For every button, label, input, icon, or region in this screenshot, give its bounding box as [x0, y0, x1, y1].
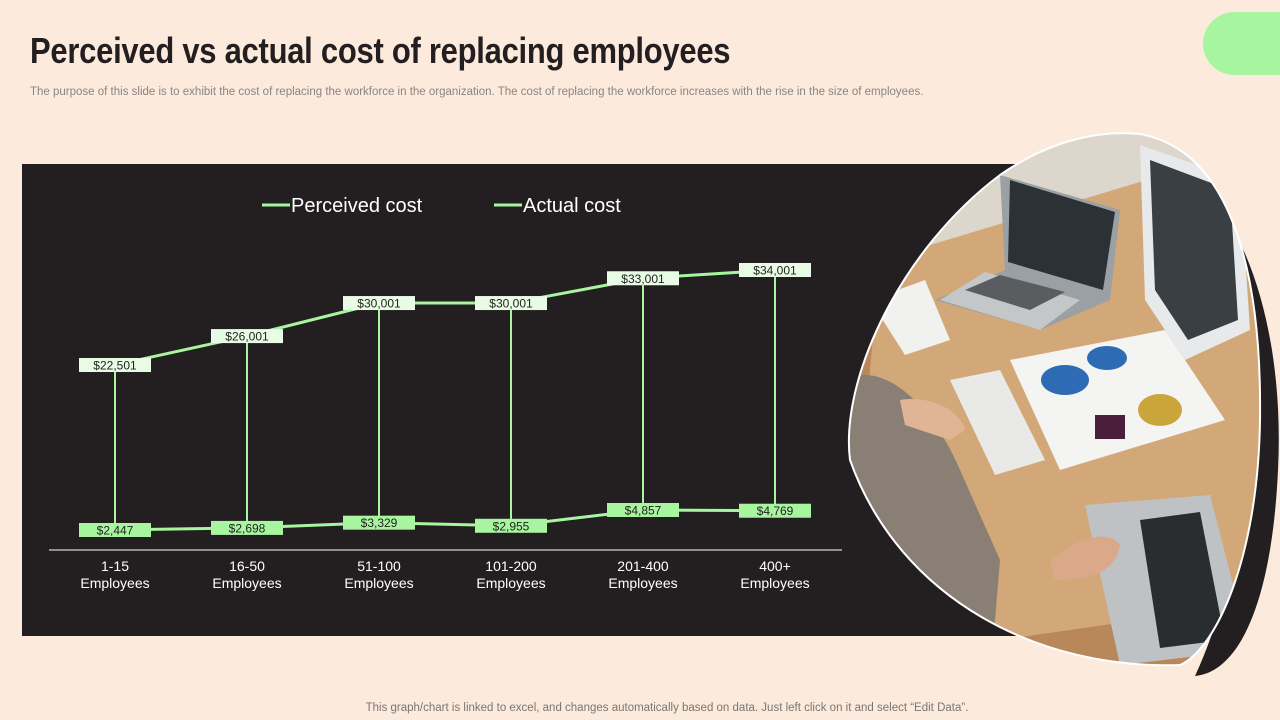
data-label: $30,001: [357, 297, 401, 311]
data-label: $2,698: [229, 521, 266, 535]
data-label-box: [607, 271, 679, 286]
data-label: $2,447: [97, 524, 134, 538]
data-label-box: [739, 263, 811, 277]
data-label: $4,769: [757, 504, 794, 518]
data-label: $3,329: [361, 516, 398, 530]
data-label-box: [343, 296, 415, 311]
data-label: $26,001: [225, 330, 269, 344]
data-label: $30,001: [489, 297, 533, 311]
data-label-box: [343, 515, 415, 530]
data-label: $4,857: [625, 504, 662, 518]
data-label-box: [211, 520, 283, 535]
data-label-box: [79, 523, 151, 537]
data-label-box: [739, 503, 811, 518]
footer-note: This graph/chart is linked to excel, and…: [365, 702, 969, 714]
data-label-box: [475, 518, 547, 533]
data-label: $22,501: [93, 359, 137, 373]
accent-pill: [1203, 12, 1280, 75]
x-tick-label: 201-400 Employees: [608, 558, 677, 591]
data-label: $2,955: [493, 519, 530, 533]
slide-title: Perceived vs actual cost of replacing em…: [30, 30, 731, 71]
data-label-box: [607, 503, 679, 517]
legend-label-actual: Actual cost: [523, 195, 621, 217]
x-tick-label: 16-50 Employees: [212, 558, 281, 591]
data-label: $34,001: [753, 264, 797, 278]
data-label-box: [79, 358, 151, 372]
data-label-box: [475, 296, 547, 311]
chart-marks: $22,501 $26,001 $30,001 $30,001 $33,001 $34,0…: [79, 263, 811, 591]
data-label: $33,001: [621, 272, 665, 286]
x-tick-label: 1-15 Employees: [80, 558, 149, 591]
x-tick-label: 400+ Employees: [740, 558, 809, 591]
x-tick-label: 101-200 Employees: [476, 558, 545, 591]
data-label-box: [211, 329, 283, 344]
slide-subtitle: The purpose of this slide is to exhibit …: [30, 86, 924, 98]
legend-label-perceived: Perceived cost: [291, 195, 423, 217]
chart-legend: Perceived cost Actual cost: [262, 195, 621, 217]
x-tick-label: 51-100 Employees: [344, 558, 413, 591]
